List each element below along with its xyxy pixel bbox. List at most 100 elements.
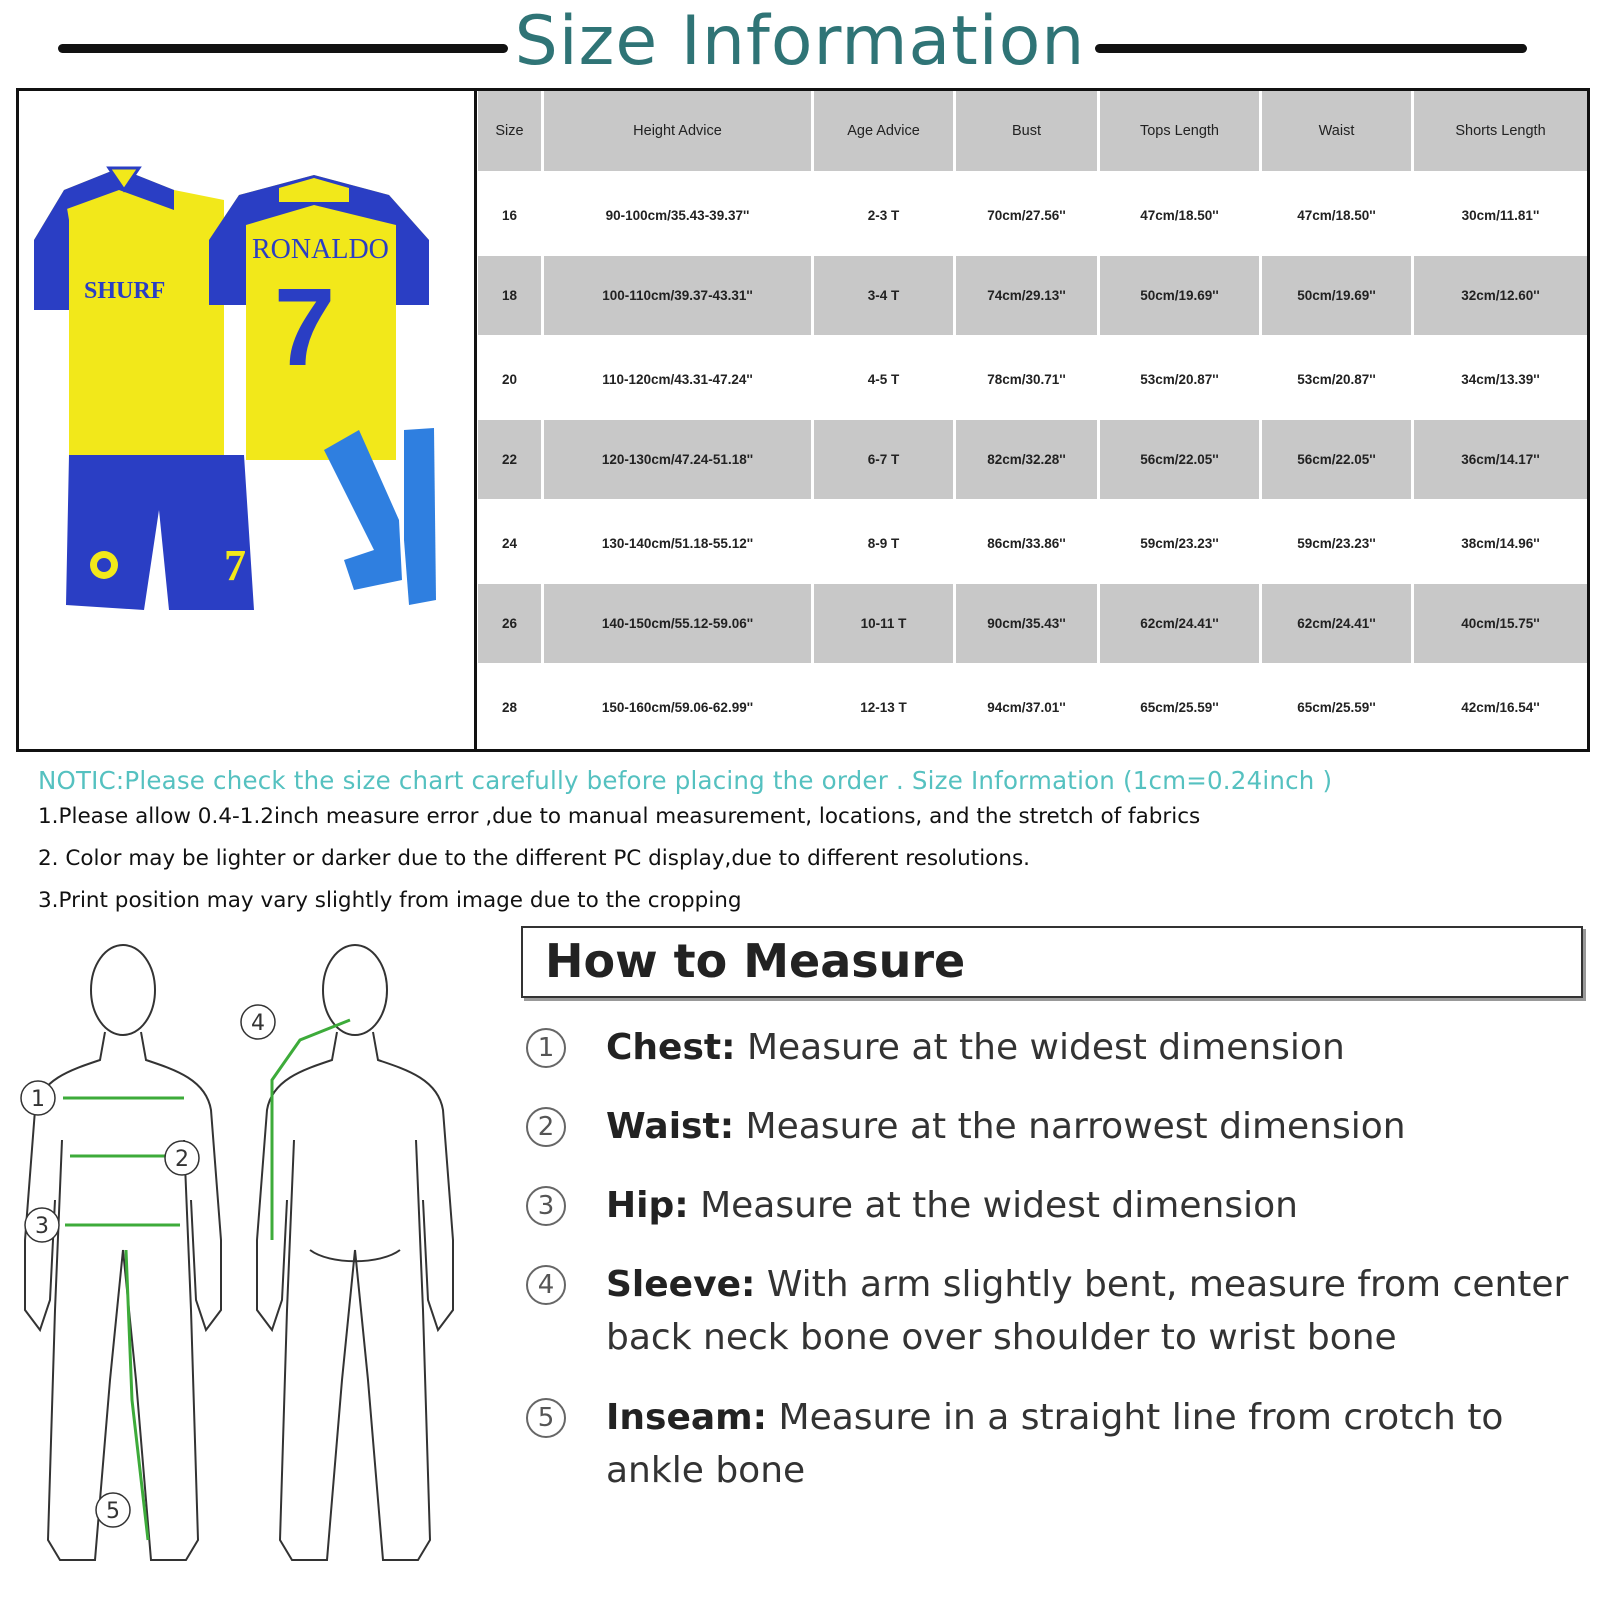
size-table: Size Height Advice Age Advice Bust Tops Leng… — [478, 91, 1587, 749]
jersey-number: 7 — [274, 266, 335, 389]
table-cell: 50cm/19.69'' — [1262, 256, 1411, 335]
table-row: 22 120-130cm/47.24-51.18'' 6-7 T 82cm/32.28… — [478, 420, 1587, 499]
table-cell: 26 — [478, 584, 541, 663]
kit-illustration: 7 SHURF RONALDO 7 — [34, 166, 436, 610]
table-cell: 16 — [501, 207, 518, 223]
table-cell: 53cm/20.87'' — [1140, 371, 1219, 387]
page-title: Size Information — [0, 2, 1600, 81]
table-cell: 10-11 T — [814, 584, 953, 663]
shorts — [66, 455, 254, 610]
measure-item-sleeve: Sleeve: With arm slightly bent, measure … — [606, 1264, 1569, 1358]
table-cell: 30cm/11.81'' — [1461, 207, 1540, 223]
marker-3: 3 — [35, 1214, 49, 1239]
measure-item-chest: Chest: Measure at the widest dimension — [606, 1027, 1345, 1068]
shorts-number: 7 — [224, 541, 246, 590]
table-cell: 90cm/35.43'' — [956, 584, 1097, 663]
table-cell: 47cm/18.50'' — [1140, 207, 1219, 223]
table-cell: 6-7 T — [814, 420, 953, 499]
table-cell: 82cm/32.28'' — [956, 420, 1097, 499]
table-row: 26 140-150cm/55.12-59.06'' 10-11 T 90cm/35.… — [478, 584, 1587, 663]
table-row: 16 90-100cm/35.43-39.37'' 2-3 T 70cm/27.56'… — [478, 174, 1587, 256]
table-cell: 8-9 T — [867, 535, 900, 551]
table-row: 20 110-120cm/43.31-47.24'' 4-5 T 78cm/30.71… — [478, 338, 1587, 420]
table-cell: 140-150cm/55.12-59.06'' — [544, 584, 811, 663]
table-cell: 65cm/25.59'' — [1140, 699, 1219, 715]
table-cell: 78cm/30.71'' — [987, 371, 1066, 387]
note-1: 1.Please allow 0.4-1.2inch measure error… — [38, 804, 1201, 829]
marker-5: 5 — [106, 1499, 120, 1524]
table-header-cell: Bust — [956, 91, 1097, 171]
note-3: 3.Print position may vary slightly from … — [38, 888, 742, 913]
table-cell: 40cm/15.75'' — [1414, 584, 1587, 663]
socks — [324, 428, 436, 605]
table-cell: 42cm/16.54'' — [1461, 699, 1540, 715]
table-cell: 120-130cm/47.24-51.18'' — [544, 420, 811, 499]
table-cell: 65cm/25.59'' — [1297, 699, 1376, 715]
measure-item-inseam: Inseam: Measure in a straight line from … — [606, 1397, 1504, 1491]
title-rule-left — [58, 44, 508, 53]
table-header-cell: Age Advice — [814, 91, 953, 171]
title-rule-right — [1095, 44, 1527, 53]
table-cell: 32cm/12.60'' — [1414, 256, 1587, 335]
notice-text: NOTIC:Please check the size chart carefu… — [38, 766, 1333, 795]
note-2: 2. Color may be lighter or darker due to… — [38, 846, 1031, 871]
how-to-measure-box — [521, 926, 1583, 998]
measure-item-waist: Waist: Measure at the narrowest dimensio… — [606, 1106, 1406, 1147]
marker-4: 4 — [251, 1011, 265, 1036]
table-cell: 110-120cm/43.31-47.24'' — [602, 371, 753, 387]
table-header-cell: Size — [478, 91, 541, 171]
table-cell: 18 — [478, 256, 541, 335]
table-cell: 38cm/14.96'' — [1461, 535, 1540, 551]
table-row: 24 130-140cm/51.18-55.12'' 8-9 T 86cm/33.86… — [478, 502, 1587, 584]
table-cell: 59cm/23.23'' — [1297, 535, 1376, 551]
measure-number-2: 2 — [526, 1107, 566, 1147]
table-row: 28 150-160cm/59.06-62.99'' 12-13 T 94cm/37.… — [478, 666, 1587, 748]
table-cell: 100-110cm/39.37-43.31'' — [544, 256, 811, 335]
table-cell: 86cm/33.86'' — [987, 535, 1066, 551]
table-cell: 70cm/27.56'' — [987, 207, 1066, 223]
how-to-measure-title: How to Measure — [545, 934, 966, 988]
table-header-cell: Waist — [1262, 91, 1411, 171]
table-cell: 3-4 T — [814, 256, 953, 335]
table-cell: 28 — [501, 699, 518, 715]
back-body-outline — [256, 944, 454, 1561]
table-cell: 62cm/24.41'' — [1262, 584, 1411, 663]
table-cell: 53cm/20.87'' — [1297, 371, 1376, 387]
measure-lines — [63, 1018, 351, 1541]
table-header-row: Size Height Advice Age Advice Bust Tops Leng… — [478, 91, 1587, 171]
table-cell: 4-5 T — [867, 371, 900, 387]
table-row: 18 100-110cm/39.37-43.31'' 3-4 T 74cm/29.13… — [478, 256, 1587, 335]
table-header-cell: Tops Length — [1100, 91, 1259, 171]
table-header-cell: Height Advice — [544, 91, 811, 171]
table-cell: 150-160cm/59.06-62.99'' — [601, 699, 754, 715]
table-cell: 47cm/18.50'' — [1297, 207, 1376, 223]
table-cell: 94cm/37.01'' — [987, 699, 1066, 715]
table-cell: 36cm/14.17'' — [1414, 420, 1587, 499]
measure-number-3: 3 — [526, 1186, 566, 1226]
table-cell: 34cm/13.39'' — [1461, 371, 1540, 387]
table-cell: 22 — [478, 420, 541, 499]
table-cell: 62cm/24.41'' — [1100, 584, 1259, 663]
table-cell: 130-140cm/51.18-55.12'' — [601, 535, 754, 551]
measure-number-1: 1 — [526, 1028, 566, 1068]
table-cell: 56cm/22.05'' — [1262, 420, 1411, 499]
frame-divider — [474, 88, 477, 752]
table-cell: 59cm/23.23'' — [1140, 535, 1219, 551]
table-cell: 2-3 T — [867, 207, 900, 223]
back-jersey — [209, 175, 429, 460]
table-cell: 50cm/19.69'' — [1100, 256, 1259, 335]
table-cell: 74cm/29.13'' — [956, 256, 1097, 335]
table-header-cell: Shorts Length — [1414, 91, 1587, 171]
marker-2: 2 — [175, 1147, 189, 1172]
measure-item-hip: Hip: Measure at the widest dimension — [606, 1185, 1298, 1226]
measure-number-4: 4 — [526, 1265, 566, 1305]
player-name: RONALDO — [252, 234, 389, 265]
table-cell: 24 — [501, 535, 518, 551]
table-cell: 12-13 T — [860, 699, 907, 715]
size-chart-frame — [16, 88, 1590, 752]
front-body-outline — [24, 944, 222, 1561]
front-jersey — [34, 166, 224, 470]
table-cell: 56cm/22.05'' — [1100, 420, 1259, 499]
body-measure-figures: 1 2 3 4 5 — [20, 944, 454, 1561]
table-cell: 90-100cm/35.43-39.37'' — [605, 207, 750, 223]
